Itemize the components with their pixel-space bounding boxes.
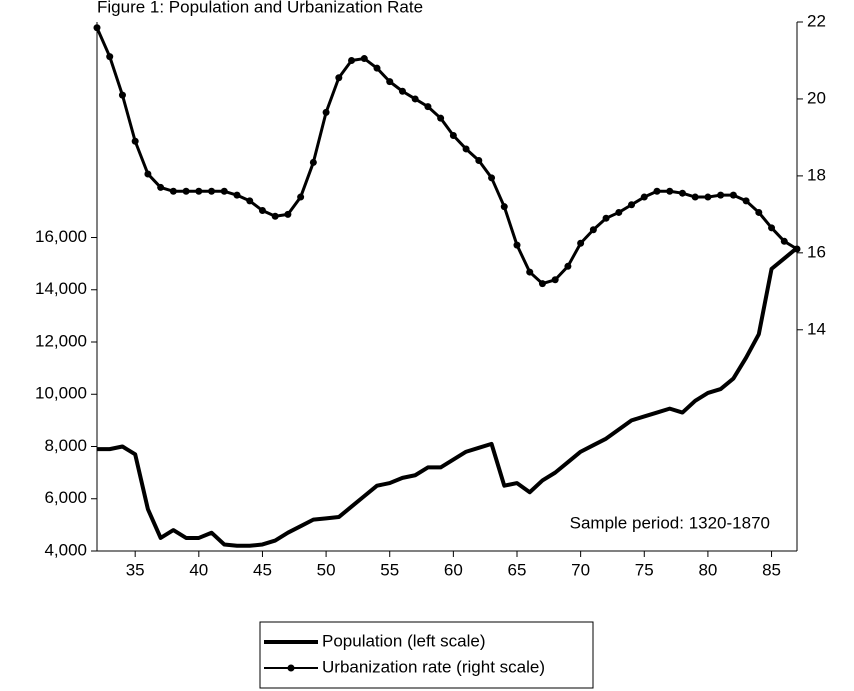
x-tick-label: 80 <box>698 560 717 579</box>
point <box>246 197 254 205</box>
x-tick-label: 65 <box>508 560 527 579</box>
point <box>717 191 725 199</box>
point <box>577 239 585 247</box>
point <box>182 187 190 195</box>
y2-tick-label: 18 <box>807 165 826 184</box>
y-tick-label: 10,000 <box>35 384 87 403</box>
x-tick-label: 40 <box>189 560 208 579</box>
y2-tick-label: 22 <box>807 11 826 30</box>
x-tick-label: 70 <box>571 560 590 579</box>
point <box>157 183 165 191</box>
point <box>615 208 623 216</box>
x-tick-label: 45 <box>253 560 272 579</box>
legend-box <box>259 621 594 689</box>
point <box>398 87 406 95</box>
point <box>729 191 737 199</box>
point <box>93 24 101 32</box>
x-tick-label: 75 <box>635 560 654 579</box>
point <box>653 187 661 195</box>
point <box>488 174 496 182</box>
point <box>348 56 356 64</box>
point <box>284 210 292 218</box>
x-tick-label: 55 <box>380 560 399 579</box>
point <box>335 74 343 82</box>
annotation: Sample period: 1320-1870 <box>570 513 770 532</box>
point <box>602 214 610 222</box>
point <box>564 262 572 270</box>
point <box>513 241 521 249</box>
point <box>793 245 801 253</box>
point <box>589 226 597 234</box>
y-tick-label: 16,000 <box>35 227 87 246</box>
point <box>424 103 432 111</box>
point <box>208 187 216 195</box>
point <box>220 187 228 195</box>
y-tick-label: 12,000 <box>35 331 87 350</box>
point <box>258 207 266 215</box>
point <box>144 170 152 178</box>
point <box>373 64 381 72</box>
series-line <box>95 27 798 286</box>
y2-tick-label: 14 <box>807 319 826 338</box>
legend-marker <box>287 664 295 672</box>
point <box>360 55 368 63</box>
point <box>233 191 241 199</box>
point <box>538 280 546 288</box>
point <box>780 237 788 245</box>
point <box>322 108 330 116</box>
point <box>462 145 470 153</box>
point <box>411 95 419 103</box>
point <box>297 193 305 201</box>
y2-tick-label: 20 <box>807 88 826 107</box>
y-tick-label: 14,000 <box>35 279 87 298</box>
point <box>704 193 712 201</box>
point <box>475 157 483 165</box>
x-tick-label: 60 <box>444 560 463 579</box>
point <box>678 189 686 197</box>
point <box>449 131 457 139</box>
point <box>628 201 636 209</box>
point <box>271 212 279 220</box>
y2-tick-label: 16 <box>807 242 826 261</box>
point <box>666 187 674 195</box>
x-tick-label: 85 <box>762 560 781 579</box>
point <box>118 91 126 99</box>
chart-title: Figure 1: Population and Urbanization Ra… <box>97 0 423 16</box>
point <box>755 208 763 216</box>
point <box>106 53 114 61</box>
y-tick-label: 4,000 <box>44 540 87 559</box>
point <box>309 158 317 166</box>
x-tick-label: 50 <box>317 560 336 579</box>
point <box>526 268 534 276</box>
point <box>640 193 648 201</box>
series-line <box>97 246 799 548</box>
point <box>551 276 559 284</box>
point <box>500 203 508 211</box>
point <box>742 197 750 205</box>
legend-label: Urbanization rate (right scale) <box>322 657 545 676</box>
point <box>195 187 203 195</box>
point <box>768 224 776 232</box>
y-tick-label: 6,000 <box>44 488 87 507</box>
point <box>386 78 394 86</box>
legend-label: Population (left scale) <box>322 631 485 650</box>
y-tick-label: 8,000 <box>44 436 87 455</box>
point <box>691 193 699 201</box>
point <box>131 137 139 145</box>
point <box>169 187 177 195</box>
x-tick-label: 35 <box>126 560 145 579</box>
point <box>437 114 445 122</box>
